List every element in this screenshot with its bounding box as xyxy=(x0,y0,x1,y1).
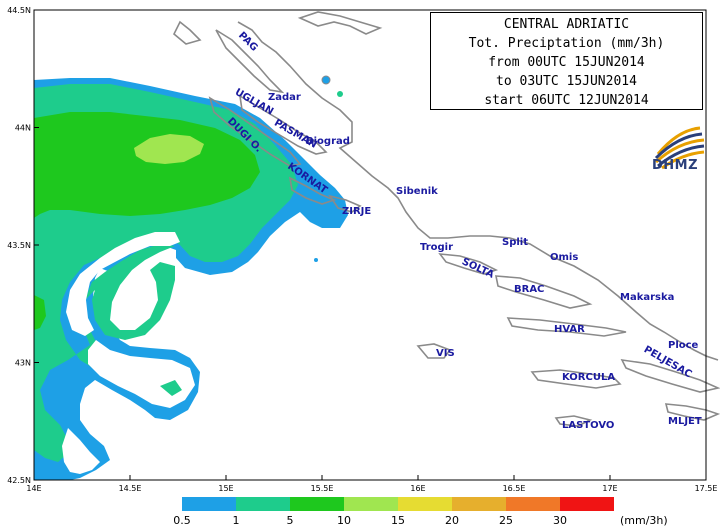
precip-band-5 xyxy=(34,112,260,218)
info-from: from 00UTC 15JUN2014 xyxy=(488,55,645,70)
map-info-box: CENTRAL ADRIATIC Tot. Preciptation (mm/3… xyxy=(430,12,703,110)
coastline xyxy=(173,11,720,427)
label-vis: VIS xyxy=(436,348,455,359)
label-omis: Omis xyxy=(550,252,578,263)
label-mljet: MLJET xyxy=(668,416,702,427)
y-tick-label: 43N xyxy=(15,359,31,368)
x-axis-ticks: 14E 14.5E 15E 15.5E 16E 16.5E 17E 17.5E xyxy=(26,475,717,493)
legend-swatch xyxy=(290,497,344,511)
label-ploce: Ploce xyxy=(668,340,699,351)
legend-swatch xyxy=(344,497,398,511)
x-tick-label: 17.5E xyxy=(695,484,718,493)
legend-tick-label: 0.5 xyxy=(173,514,191,527)
legend-tick-label: 1 xyxy=(232,514,240,527)
label-solta: SOLTA xyxy=(460,256,496,281)
precipitation-field xyxy=(34,78,348,480)
y-tick-label: 42.5N xyxy=(7,476,31,485)
x-tick-label: 15E xyxy=(218,484,233,493)
legend-tick-label: 25 xyxy=(499,514,513,527)
label-zirje: ZIRJE xyxy=(342,206,371,217)
info-start: start 06UTC 12JUN2014 xyxy=(484,93,649,108)
legend-swatch xyxy=(236,497,290,511)
legend-tick-label: 20 xyxy=(445,514,459,527)
legend-swatch xyxy=(398,497,452,511)
x-tick-label: 15.5E xyxy=(311,484,334,493)
y-tick-label: 43.5N xyxy=(7,241,31,250)
y-axis-ticks: 44.5N 44N 43.5N 43N 42.5N xyxy=(7,6,39,485)
legend-swatch xyxy=(182,497,236,511)
legend-swatch xyxy=(506,497,560,511)
dhmz-logo-icon xyxy=(654,126,705,170)
legend-tick-label: 5 xyxy=(286,514,294,527)
precip-hole-3 xyxy=(62,428,100,474)
info-variable: Tot. Preciptation (mm/3h) xyxy=(468,36,665,51)
label-hvar: HVAR xyxy=(554,324,585,335)
y-tick-label: 44.5N xyxy=(7,6,31,15)
legend-unit: (mm/3h) xyxy=(620,514,668,527)
legend-swatch xyxy=(452,497,506,511)
label-sibenik: Sibenik xyxy=(396,186,438,197)
x-tick-label: 16E xyxy=(410,484,425,493)
legend-swatch xyxy=(560,497,614,511)
label-korcula: KORCULA xyxy=(562,372,615,383)
label-makarska: Makarska xyxy=(620,292,674,303)
label-trogir: Trogir xyxy=(420,242,453,253)
y-tick-label: 44N xyxy=(15,124,31,133)
precip-green-left xyxy=(34,295,46,330)
x-tick-label: 14E xyxy=(26,484,41,493)
label-lastovo: LASTOVO xyxy=(562,420,614,431)
precip-hole-1 xyxy=(66,232,180,336)
label-split: Split xyxy=(502,237,528,248)
x-tick-label: 17E xyxy=(602,484,617,493)
precip-band-10 xyxy=(134,134,204,164)
info-region: CENTRAL ADRIATIC xyxy=(503,17,630,32)
label-zadar: Zadar xyxy=(268,92,301,103)
legend-tick-label: 15 xyxy=(391,514,405,527)
label-brac: BRAC xyxy=(514,284,544,295)
map-frame: 14E 14.5E 15E 15.5E 16E 16.5E 17E 17.5E 44.5N44… xyxy=(7,6,717,493)
legend-tick-label: 30 xyxy=(553,514,567,527)
label-biograd: Biograd xyxy=(306,136,350,147)
legend-tick-label: 10 xyxy=(337,514,351,527)
x-tick-label: 14.5E xyxy=(119,484,142,493)
x-tick-label: 16.5E xyxy=(503,484,526,493)
precip-green-patch xyxy=(160,380,182,396)
dhmz-logo-text: DHMZ xyxy=(652,158,699,173)
info-to: to 03UTC 15JUN2014 xyxy=(496,74,637,89)
